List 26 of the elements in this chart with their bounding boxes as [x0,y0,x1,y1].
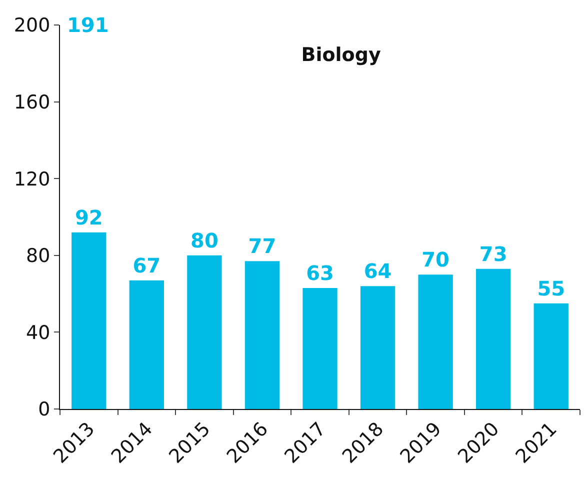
y-tick-label: 0 [38,398,50,421]
bar [244,261,280,409]
y-tick-label: 200 [14,14,50,37]
bar [302,288,338,409]
text: Biology [301,44,382,66]
y-tick-label: 80 [26,245,50,268]
data-label: 80 [190,228,218,252]
bar [476,268,511,409]
bar [187,255,222,409]
data-label: 77 [248,234,276,258]
data-label: 70 [422,248,450,272]
data-label: 92 [74,205,103,230]
bar [72,232,106,409]
y-tick-label: 40 [26,322,50,344]
data-label: 64 [364,259,392,284]
y-tick-label: 160 [14,91,50,114]
bar [360,286,396,409]
data-label: 67 [132,253,161,278]
bar [129,280,164,409]
bar [418,274,453,409]
y-tick-label: 120 [14,168,50,190]
data-label: 63 [306,261,334,286]
data-label: 55 [537,276,566,300]
bar [534,303,568,409]
data-label: 73 [479,242,508,266]
annotation: 191 [67,13,109,37]
